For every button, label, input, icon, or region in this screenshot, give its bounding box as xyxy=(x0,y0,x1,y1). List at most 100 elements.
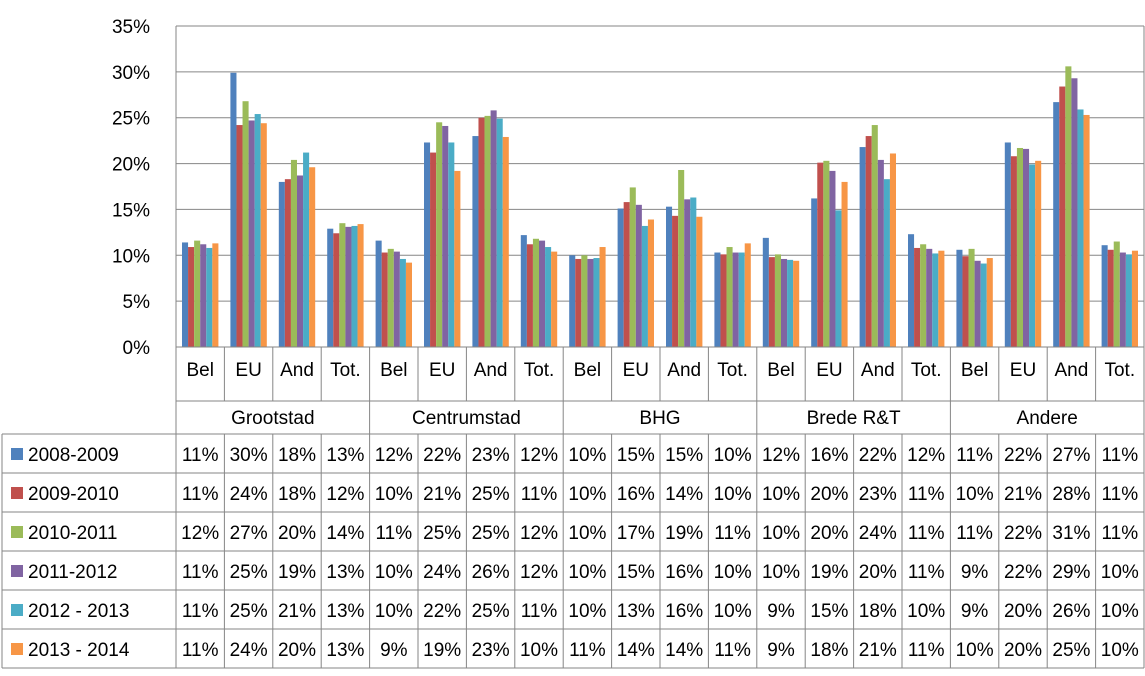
data-cell: 11% xyxy=(521,601,558,622)
bar xyxy=(303,152,310,347)
bar xyxy=(1023,148,1030,347)
data-cell: 27% xyxy=(230,523,268,544)
legend-key xyxy=(11,448,23,460)
data-cell: 10% xyxy=(714,445,752,466)
data-cell: 11% xyxy=(521,484,558,505)
data-cell: 11% xyxy=(375,523,412,544)
data-cell: 12% xyxy=(907,445,945,466)
bar xyxy=(194,240,201,347)
data-cell: 10% xyxy=(375,601,413,622)
data-cell: 11% xyxy=(908,484,945,505)
bar xyxy=(974,260,981,347)
x-subcategory-label: And xyxy=(667,360,701,381)
data-cell: 22% xyxy=(1004,445,1042,466)
data-cell: 22% xyxy=(1004,562,1042,583)
data-cell: 21% xyxy=(859,640,897,661)
x-subcategory-label: Bel xyxy=(574,360,601,381)
x-subcategory-label: And xyxy=(1054,360,1088,381)
data-cell: 11% xyxy=(1101,523,1138,544)
data-cell: 23% xyxy=(859,484,897,505)
bar xyxy=(1065,66,1072,348)
bar xyxy=(865,136,872,347)
data-cell: 25% xyxy=(472,523,510,544)
bar xyxy=(230,72,237,347)
bar xyxy=(436,122,443,347)
data-cell: 20% xyxy=(1004,640,1042,661)
bar xyxy=(581,255,588,347)
bar xyxy=(762,237,769,347)
data-cell: 11% xyxy=(569,640,606,661)
x-group-label: BHG xyxy=(639,408,680,429)
data-cell: 12% xyxy=(520,523,558,544)
y-tick-label: 25% xyxy=(112,109,150,130)
bar xyxy=(889,153,896,347)
data-cell: 10% xyxy=(956,484,994,505)
data-cell: 11% xyxy=(182,484,219,505)
data-cell: 16% xyxy=(617,484,655,505)
data-cell: 10% xyxy=(375,484,413,505)
legend-key xyxy=(11,643,23,655)
bar xyxy=(823,160,830,347)
bar xyxy=(526,244,533,347)
bar xyxy=(593,258,600,347)
data-cell: 10% xyxy=(762,484,800,505)
bar xyxy=(877,159,884,347)
bar xyxy=(297,175,304,347)
y-tick-label: 20% xyxy=(112,155,150,176)
data-cell: 11% xyxy=(182,562,219,583)
data-cell: 20% xyxy=(810,484,848,505)
bar xyxy=(587,258,594,347)
data-cell: 16% xyxy=(665,562,703,583)
data-cell: 10% xyxy=(956,640,994,661)
bar xyxy=(1131,250,1138,347)
x-subcategory-label: And xyxy=(280,360,314,381)
data-cell: 19% xyxy=(665,523,703,544)
data-cell: 23% xyxy=(472,445,510,466)
data-cell: 17% xyxy=(617,523,655,544)
bar xyxy=(841,181,848,347)
data-cell: 10% xyxy=(568,523,606,544)
legend-label: 2010-2011 xyxy=(28,523,117,544)
bar xyxy=(333,233,340,347)
bar xyxy=(768,257,775,347)
bar xyxy=(484,115,491,347)
bar xyxy=(793,260,800,347)
data-cell: 28% xyxy=(1052,484,1090,505)
legend-key xyxy=(11,565,23,577)
data-cell: 29% xyxy=(1052,562,1090,583)
bar xyxy=(188,247,195,347)
legend-key xyxy=(11,604,23,616)
data-cell: 12% xyxy=(181,523,219,544)
legend-label: 2011-2012 xyxy=(28,562,117,583)
x-group-label: Andere xyxy=(1017,408,1078,429)
bar xyxy=(932,253,939,347)
bar xyxy=(532,238,539,347)
data-cell: 12% xyxy=(520,562,558,583)
data-cell: 10% xyxy=(762,562,800,583)
bar xyxy=(260,123,267,348)
data-cell: 26% xyxy=(472,562,510,583)
data-cell: 11% xyxy=(908,562,945,583)
x-subcategory-label: Bel xyxy=(186,360,213,381)
bar xyxy=(938,250,945,347)
legend-label: 2012 - 2013 xyxy=(28,601,129,622)
data-cell: 18% xyxy=(810,640,848,661)
bar xyxy=(345,226,352,347)
data-cell: 14% xyxy=(665,484,703,505)
bar xyxy=(236,125,243,348)
bar xyxy=(278,181,285,347)
bar xyxy=(284,179,291,347)
bar xyxy=(1004,142,1011,347)
data-cell: 25% xyxy=(423,523,461,544)
data-cell: 12% xyxy=(375,445,413,466)
data-cell: 24% xyxy=(230,640,268,661)
data-cell: 10% xyxy=(907,601,945,622)
bar xyxy=(980,263,987,347)
data-cell: 15% xyxy=(810,601,848,622)
bar xyxy=(381,252,388,347)
bar xyxy=(351,225,358,347)
data-cell: 13% xyxy=(326,601,364,622)
x-subcategory-label: Bel xyxy=(380,360,407,381)
bar xyxy=(254,114,261,347)
bar xyxy=(787,259,794,347)
